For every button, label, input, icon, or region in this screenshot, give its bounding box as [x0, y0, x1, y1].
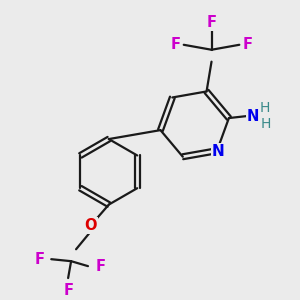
- Text: N: N: [212, 144, 224, 159]
- Text: F: F: [206, 15, 217, 30]
- Text: H: H: [260, 101, 270, 115]
- Text: F: F: [34, 252, 44, 267]
- Text: H: H: [260, 117, 271, 131]
- Text: O: O: [85, 218, 97, 233]
- Text: F: F: [96, 259, 106, 274]
- Text: F: F: [63, 284, 73, 298]
- Text: N: N: [247, 109, 259, 124]
- Text: F: F: [242, 37, 252, 52]
- Text: F: F: [171, 37, 181, 52]
